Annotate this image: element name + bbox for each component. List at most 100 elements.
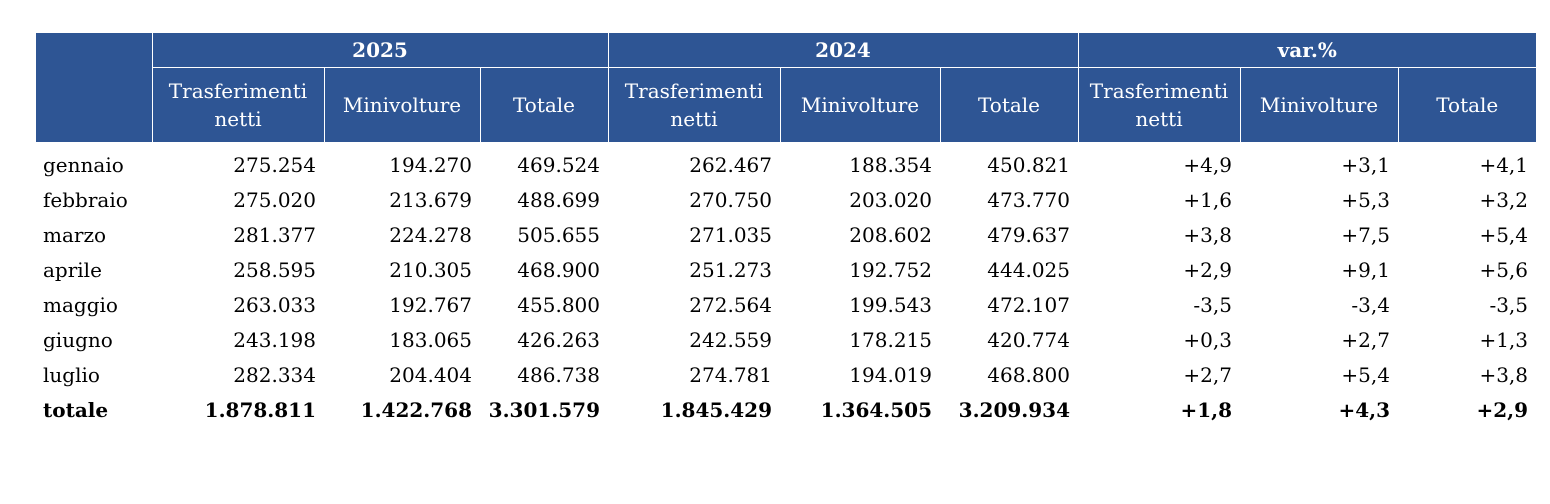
value-cell: 194.019 [849,362,932,387]
value-cell: +4,1 [1479,152,1529,177]
month-cell: marzo [43,222,107,247]
value-cell: 242.559 [689,327,772,352]
table-row: febbraio 275.020 213.679 488.699 270.750… [36,182,1536,217]
header-subcolumn: Totale [479,67,609,143]
header-subcolumn: Trasferimenti netti [607,67,781,143]
value-cell: +2,7 [1183,362,1232,387]
total-value-cell: 1.422.768 [360,397,472,422]
value-cell: 208.602 [849,222,932,247]
value-cell: +2,9 [1183,257,1232,282]
total-value-cell: 1.364.505 [820,397,932,422]
value-cell: 213.679 [389,187,472,212]
value-cell: +0,3 [1183,327,1232,352]
value-cell: 469.524 [517,152,600,177]
value-cell: +5,6 [1479,257,1529,282]
value-cell: 272.564 [689,292,772,317]
header-corner-cell [36,33,153,143]
month-cell: maggio [43,292,118,317]
header-subcolumn: Trasferimenti netti [151,67,325,143]
header-subcolumn: Minivolture [1239,67,1399,143]
value-cell: +1,3 [1479,327,1529,352]
value-cell: 281.377 [233,222,316,247]
value-cell: -3,5 [1193,292,1232,317]
header-subcolumn-row: Trasferimenti netti Minivolture Totale T… [36,67,1537,143]
value-cell: -3,4 [1351,292,1390,317]
value-cell: 486.738 [517,362,600,387]
value-cell: +3,1 [1341,152,1390,177]
table-row: gennaio 275.254 194.270 469.524 262.467 … [36,143,1536,183]
total-value-cell: 3.209.934 [958,397,1070,422]
value-cell: 450.821 [987,152,1070,177]
value-cell: 199.543 [849,292,932,317]
value-cell: 420.774 [987,327,1070,352]
table-row: aprile 258.595 210.305 468.900 251.273 1… [36,252,1536,287]
value-cell: 192.767 [389,292,472,317]
value-cell: 203.020 [849,187,932,212]
data-table-container: 2025 2024 var.% Trasferimenti netti Mini… [36,33,1537,428]
value-cell: 188.354 [849,152,932,177]
value-cell: 263.033 [233,292,316,317]
value-cell: +3,8 [1183,222,1232,247]
total-value-cell: 3.301.579 [488,397,600,422]
transfers-table: 2025 2024 var.% Trasferimenti netti Mini… [36,33,1537,428]
header-group-var: var.% [1077,33,1537,68]
total-value-cell: +4,3 [1338,397,1390,422]
header-subcolumn: Minivolture [323,67,481,143]
value-cell: 282.334 [233,362,316,387]
month-cell: luglio [43,362,100,387]
value-cell: +5,4 [1479,222,1529,247]
value-cell: 426.263 [517,327,600,352]
table-row: maggio 263.033 192.767 455.800 272.564 1… [36,287,1536,322]
value-cell: 204.404 [389,362,472,387]
value-cell: 243.198 [233,327,316,352]
value-cell: 274.781 [689,362,772,387]
value-cell: 271.035 [689,222,772,247]
month-cell: giugno [43,327,113,352]
value-cell: +2,7 [1341,327,1390,352]
value-cell: 192.752 [849,257,932,282]
value-cell: 468.900 [517,257,600,282]
value-cell: 262.467 [689,152,772,177]
value-cell: +4,9 [1183,152,1232,177]
header-subcolumn: Trasferimenti netti [1077,67,1241,143]
value-cell: 224.278 [389,222,472,247]
value-cell: 194.270 [389,152,472,177]
total-row: totale 1.878.811 1.422.768 3.301.579 1.8… [36,392,1536,427]
total-value-cell: +2,9 [1476,397,1529,422]
value-cell: 275.254 [233,152,316,177]
value-cell: -3,5 [1489,292,1529,317]
header-subcolumn: Minivolture [779,67,941,143]
month-cell: febbraio [43,187,128,212]
value-cell: 472.107 [987,292,1070,317]
value-cell: 473.770 [987,187,1070,212]
total-value-cell: +1,8 [1180,397,1232,422]
value-cell: +5,3 [1341,187,1390,212]
header-group-2025: 2025 [151,33,609,68]
value-cell: 479.637 [987,222,1070,247]
total-label: totale [43,397,109,422]
table-row: giugno 243.198 183.065 426.263 242.559 1… [36,322,1536,357]
value-cell: 258.595 [233,257,316,282]
value-cell: 505.655 [517,222,600,247]
value-cell: +3,8 [1479,362,1529,387]
table-row: marzo 281.377 224.278 505.655 271.035 20… [36,217,1536,252]
value-cell: +7,5 [1341,222,1390,247]
value-cell: 210.305 [389,257,472,282]
month-cell: gennaio [43,152,124,177]
value-cell: 488.699 [517,187,600,212]
header-subcolumn: Totale [939,67,1079,143]
value-cell: 275.020 [233,187,316,212]
value-cell: 178.215 [849,327,932,352]
header-subcolumn: Totale [1397,67,1537,143]
total-value-cell: 1.878.811 [204,397,316,422]
header-year-row: 2025 2024 var.% [36,33,1537,143]
month-cell: aprile [43,257,102,282]
value-cell: 468.800 [987,362,1070,387]
value-cell: 444.025 [987,257,1070,282]
value-cell: 455.800 [517,292,600,317]
total-value-cell: 1.845.429 [660,397,772,422]
table-body: gennaio 275.254 194.270 469.524 262.467 … [36,143,1536,428]
value-cell: 183.065 [389,327,472,352]
table-row: luglio 282.334 204.404 486.738 274.781 1… [36,357,1536,392]
value-cell: +1,6 [1183,187,1232,212]
